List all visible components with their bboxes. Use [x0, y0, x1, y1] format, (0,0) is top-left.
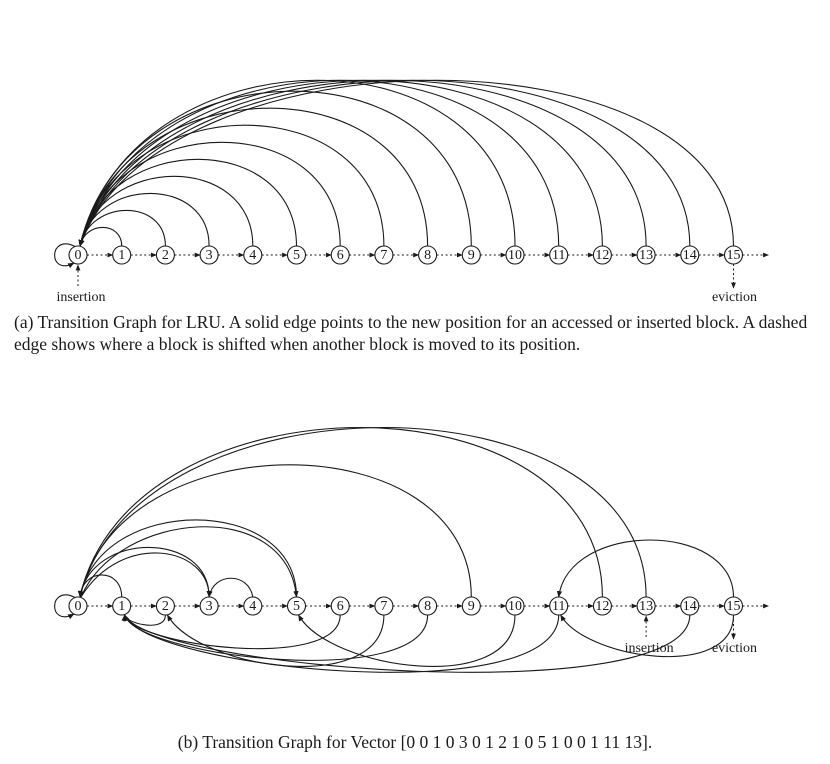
lru-node-label: 5 — [293, 248, 300, 263]
vector-node-5: 5 — [286, 596, 307, 616]
vector-node-label: 6 — [337, 599, 344, 614]
vector-access-edge-5-to-0 — [78, 519, 298, 598]
vector-node-label: 2 — [162, 599, 169, 614]
vector-node-label: 4 — [249, 599, 256, 614]
vector-access-edge-12-to-0 — [78, 427, 603, 598]
lru-self-loop — [54, 243, 76, 269]
vector-access-edge-0-to-5 — [80, 526, 299, 598]
lru-access-edge-14-to-0 — [79, 79, 691, 247]
lru-node-10: 10 — [505, 245, 525, 265]
vector-access-edge-15-to-11 — [560, 614, 735, 658]
lru-node-label: 9 — [468, 248, 475, 263]
vector-node-label: 0 — [75, 599, 82, 614]
vector-access-edge-4-to-3 — [207, 577, 254, 598]
vector-access-edge-13-to-0 — [78, 426, 647, 598]
vector-node-label: 5 — [293, 599, 300, 614]
lru-node-13: 13 — [636, 245, 656, 265]
lru-node-label: 11 — [552, 248, 565, 263]
lru-node-0: 0 — [68, 245, 88, 265]
vector-node-label: 8 — [424, 599, 431, 614]
lru-access-edge-7-to-0 — [78, 124, 385, 247]
lru-node-1: 1 — [112, 245, 132, 265]
lru-node-7: 7 — [374, 245, 394, 265]
vector-node-2: 2 — [155, 596, 175, 616]
lru-access-edge-11-to-0 — [78, 79, 560, 247]
lru-access-edge-9-to-0 — [78, 90, 472, 247]
lru-access-edge-10-to-0 — [78, 79, 516, 247]
lru-insertion-label: insertion — [57, 290, 106, 305]
lru-node-14: 14 — [680, 245, 700, 265]
lru-node-label: 4 — [249, 248, 256, 263]
vector-node-15: 15 — [723, 596, 744, 616]
vector-node-label: 14 — [683, 599, 697, 614]
vector-eviction-label: eviction — [712, 641, 757, 656]
vector-node-label: 10 — [508, 599, 522, 614]
lru-node-label: 0 — [75, 248, 82, 263]
caption-vector-graph: (b) Transition Graph for Vector [0 0 1 0… — [177, 732, 653, 752]
lru-node-11: 11 — [549, 245, 569, 265]
vector-access-edge-11-to-1 — [124, 614, 560, 673]
lru-node-label: 10 — [508, 248, 522, 263]
vector-node-13: 13 — [636, 596, 656, 616]
vector-node-7: 7 — [374, 596, 394, 616]
lru-node-label: 3 — [206, 248, 213, 263]
vector-node-14: 14 — [680, 596, 700, 616]
vector-node-11: 11 — [549, 596, 569, 616]
vector-access-edge-6-to-1 — [123, 614, 341, 650]
vector-node-9: 9 — [461, 596, 481, 616]
vector-node-label: 3 — [206, 599, 213, 614]
lru-node-label: 13 — [639, 248, 653, 263]
vector-node-10: 10 — [505, 596, 525, 616]
lru-node-3: 3 — [199, 245, 219, 265]
lru-node-label: 7 — [380, 248, 387, 263]
vector-access-edge-9-to-0 — [78, 464, 472, 598]
lru-node-label: 6 — [337, 248, 344, 263]
vector-node-label: 13 — [639, 599, 653, 614]
vector-node-label: 9 — [468, 599, 475, 614]
lru-node-4: 4 — [243, 245, 263, 265]
vector-node-12: 12 — [592, 596, 612, 616]
caption-lru-graph: (a) Transition Graph for LRU. A solid ed… — [14, 312, 808, 354]
lru-node-label: 8 — [424, 248, 431, 263]
vector-access-edge-10-to-5 — [298, 614, 516, 667]
vector-node-1: 1 — [112, 596, 132, 616]
lru-access-edge-6-to-0 — [78, 141, 341, 247]
lru-node-12: 12 — [592, 245, 612, 265]
vector-access-edge-3-to-0 — [78, 546, 210, 598]
lru-eviction-label: eviction — [712, 290, 757, 305]
vector-node-3: 3 — [199, 596, 219, 616]
lru-node-9: 9 — [461, 245, 481, 265]
lru-node-8: 8 — [418, 245, 438, 265]
lru-node-label: 15 — [727, 248, 741, 263]
vector-self-loop — [54, 594, 76, 620]
vector-node-label: 12 — [595, 599, 609, 614]
lru-node-label: 2 — [162, 248, 169, 263]
vector-node-label: 11 — [552, 599, 565, 614]
lru-node-15: 15 — [723, 245, 744, 265]
lru-node-5: 5 — [286, 245, 307, 265]
vector-insertion-label: insertion — [625, 641, 674, 656]
lru-node-label: 1 — [118, 248, 125, 263]
lru-access-edge-8-to-0 — [78, 107, 429, 247]
vector-access-edge-15-to-11 — [556, 539, 735, 598]
lru-node-label: 12 — [595, 248, 609, 263]
vector-node-8: 8 — [418, 596, 438, 616]
vector-access-edge-0-to-3 — [80, 552, 212, 598]
vector-node-label: 15 — [727, 599, 741, 614]
lru-access-edge-15-to-0 — [79, 79, 735, 247]
vector-node-6: 6 — [330, 596, 350, 616]
lru-node-2: 2 — [155, 245, 175, 265]
vector-node-label: 1 — [118, 599, 125, 614]
lru-access-edge-12-to-0 — [79, 79, 603, 247]
lru-node-label: 14 — [683, 248, 697, 263]
vector-node-4: 4 — [243, 596, 263, 616]
vector-node-label: 7 — [380, 599, 387, 614]
lru-node-6: 6 — [330, 245, 350, 265]
vector-access-edge-14-to-1 — [124, 614, 691, 673]
vector-node-0: 0 — [68, 596, 88, 616]
